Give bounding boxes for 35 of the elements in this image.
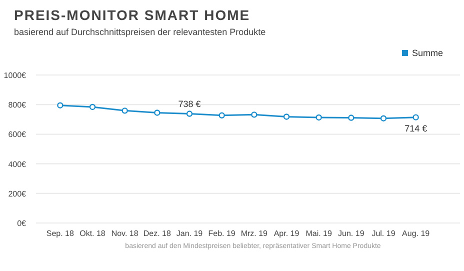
x-tick-label: Apr. 19	[274, 229, 300, 238]
y-tick-label: 400€	[8, 160, 27, 169]
y-tick-label: 200€	[8, 189, 27, 198]
point	[283, 114, 290, 120]
point	[380, 115, 387, 122]
point	[89, 104, 96, 110]
point	[251, 112, 258, 118]
point	[316, 114, 322, 121]
x-tick-label: Nov. 18	[111, 229, 139, 238]
x-tick-label: Okt. 18	[80, 229, 106, 238]
point	[218, 112, 225, 119]
point	[348, 114, 354, 121]
data-label: 738 €	[178, 98, 201, 109]
x-tick-label: Feb. 19	[208, 229, 236, 238]
x-tick-label: Jan. 19	[176, 229, 204, 238]
x-tick-label: Jul. 19	[372, 229, 396, 238]
x-tick-label: Jun. 19	[338, 229, 365, 238]
x-tick-label: Dez. 18	[143, 229, 172, 238]
y-tick-label: 800€	[8, 100, 27, 110]
point	[122, 108, 128, 114]
y-tick-label: 1000€	[4, 71, 27, 80]
y-tick-label: 0€	[17, 219, 27, 228]
chart-title: PREIS-MONITOR SMART HOME	[14, 7, 250, 23]
point	[57, 102, 64, 108]
x-tick-label: Mai. 19	[306, 229, 332, 238]
y-tick-label: 600€	[8, 130, 27, 140]
legend-label: Summe	[412, 48, 444, 58]
point	[412, 114, 419, 120]
chart-subtitle: basierend auf Durchschnittspreisen der relevantesten Produkte	[14, 27, 266, 37]
point	[186, 110, 193, 117]
point	[154, 110, 160, 116]
x-tick-label: Mrz. 19	[240, 229, 268, 238]
x-tick-label: Aug. 19	[402, 229, 430, 238]
data-label: 714 €	[404, 123, 428, 134]
x-tick-label: Sep. 18	[46, 229, 75, 238]
